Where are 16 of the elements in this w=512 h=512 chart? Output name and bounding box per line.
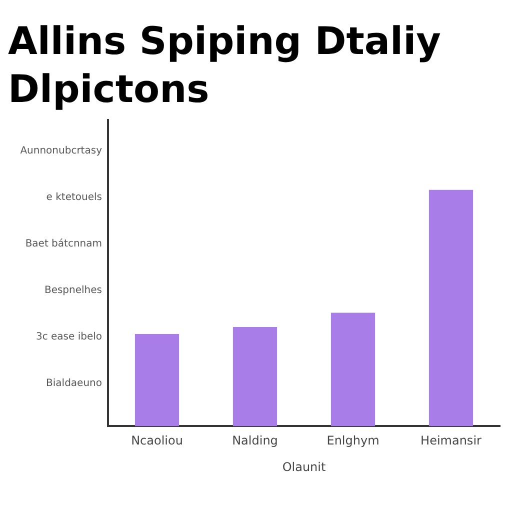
text: Bespnelhes	[44, 284, 102, 296]
bar	[428, 190, 474, 426]
x-tick-label: Enlghym	[326, 434, 380, 448]
bar	[232, 326, 278, 426]
text: Baet bátcnnam	[25, 238, 102, 250]
x-axis-title: Olaunit	[282, 460, 326, 474]
text: 3c ease ibelo	[36, 331, 102, 342]
text: Bialdaeuno	[46, 378, 102, 389]
text: e ktetouels	[46, 192, 102, 204]
x-tick-label: Heimansir	[420, 434, 482, 448]
x-tick-label: Ncaoliou	[131, 434, 183, 448]
x-tick-label: Nalding	[232, 434, 278, 448]
bar	[134, 334, 180, 426]
bar	[330, 312, 376, 426]
text: Aunnonubcrtasy	[20, 146, 102, 157]
chart-title: Allins Spiping Dtaliy Dlpictons	[8, 18, 442, 112]
